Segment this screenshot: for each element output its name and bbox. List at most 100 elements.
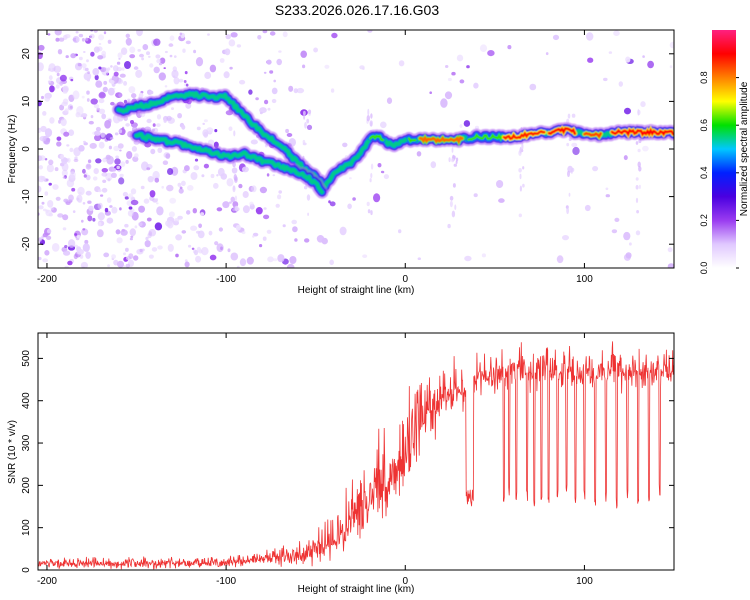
spectrogram-noise-blob: [288, 85, 294, 92]
spectrogram-noise-blob: [51, 243, 60, 252]
spectrogram-noise-blob: [236, 44, 242, 48]
spectrogram-noise-blob: [140, 185, 145, 190]
spectrogram-noise-blob: [79, 56, 83, 61]
spectrogram-noise-blob: [181, 180, 186, 186]
spectrogram-noise-blob: [377, 163, 382, 168]
spectrogram-noise-blob: [667, 263, 674, 268]
spectrogram-noise-blob: [55, 196, 61, 201]
spectrogram-noise-blob: [129, 46, 136, 54]
spectrogram-noise-blob: [473, 193, 478, 198]
spectrogram-noise-blob: [166, 184, 174, 192]
spectrogram-noise-blob: [269, 70, 274, 74]
spectrogram-noise-blob: [642, 55, 645, 58]
spectrogram-noise-blob: [195, 255, 202, 263]
spectrogram-noise-blob: [398, 229, 402, 234]
spectrogram-y-tick-label: -10: [21, 189, 32, 204]
figure-title: S233.2026.026.17.16.G03: [275, 2, 439, 18]
spectrogram-streak: [521, 143, 524, 150]
spectrogram-noise-blob: [216, 174, 219, 177]
spectrogram-noise-blob: [62, 98, 69, 105]
spectrogram-noise-blob: [139, 248, 143, 253]
spectrogram-noise-blob: [125, 37, 132, 46]
spectrogram-noise-blob: [76, 106, 84, 116]
spectrogram-streak: [451, 147, 454, 153]
snr-x-tick-label: 0: [402, 576, 408, 587]
spectrogram-noise-blob: [149, 90, 154, 95]
spectrogram-noise-blob: [262, 30, 268, 34]
spectrogram-noise-blob: [147, 176, 154, 183]
snr-x-ticks: -200 -100 0 100: [37, 333, 593, 587]
spectrogram-noise-blob: [178, 78, 184, 83]
spectrogram-noise-blob: [137, 49, 141, 52]
spectrogram-noise-blob: [98, 92, 106, 99]
spectrogram-noise-blob: [255, 97, 259, 101]
spectrogram-noise-blob: [285, 128, 289, 134]
spectrogram-noise-blob: [42, 258, 49, 263]
spectrogram-noise-blob: [71, 187, 76, 192]
spectrogram-noise-blob: [230, 252, 239, 261]
spectrogram-noise-blob: [150, 148, 156, 155]
spectrogram-noise-blob: [139, 53, 144, 58]
spectrogram-noise-blob: [95, 126, 101, 132]
spectrogram-noise-blob: [83, 51, 86, 53]
spectrogram-noise-blob: [464, 255, 472, 262]
spectrogram-noise-blob: [152, 123, 156, 127]
spectrogram-noise-blob: [179, 32, 183, 36]
spectrogram-noise-blob: [169, 35, 175, 41]
spectrogram-noise-blob: [157, 147, 163, 153]
spectrogram-noise-blob: [89, 142, 97, 149]
spectrogram-noise-blob: [74, 233, 78, 236]
spectrogram-noise-blob: [473, 82, 479, 89]
spectrogram-noise-blob: [82, 202, 86, 205]
snr-y-tick-label: 400: [21, 392, 32, 409]
spectrogram-noise-blob: [85, 190, 92, 196]
snr-y-tick-label: 0: [21, 567, 32, 573]
spectrogram-noise-blob: [296, 87, 305, 94]
spectrogram-noise-blob: [192, 249, 197, 254]
spectrogram-ridges: [112, 86, 674, 199]
spectrogram-noise-blob: [210, 173, 215, 179]
spectrogram-noise-blob: [54, 167, 59, 172]
spectrogram-noise-blob: [349, 177, 352, 180]
spectrogram-noise-blob: [146, 118, 152, 124]
spectrogram-noise-blob: [359, 65, 365, 70]
spectrogram-noise-blob: [277, 254, 285, 263]
snr-x-tick-label: -100: [216, 576, 236, 587]
spectrogram-noise-blob: [111, 168, 117, 172]
spectrogram-noise-blob: [127, 210, 134, 217]
spectrogram-noise-blob: [109, 205, 113, 208]
spectrogram-noise-blob: [133, 255, 139, 261]
spectrogram-noise-blob: [48, 182, 52, 186]
spectrogram-noise-blob: [313, 47, 318, 53]
spectrogram-noise-blob: [82, 243, 90, 252]
spectrogram-noise-blob: [552, 34, 560, 41]
spectrogram-noise-blob: [61, 169, 68, 177]
spectrogram-noise-blob: [207, 33, 210, 36]
spectrogram-noise-blob: [146, 167, 151, 171]
spectrogram-streak: [307, 109, 312, 115]
spectrogram-noise-blob: [669, 65, 673, 69]
spectrogram-noise-blob: [171, 69, 179, 79]
spectrogram-noise-blob: [278, 50, 282, 53]
spectrogram-noise-blob: [177, 182, 182, 187]
spectrogram-streak: [451, 158, 455, 163]
spectrogram-noise-blob: [101, 187, 108, 193]
spectrogram-noise-blob: [263, 71, 267, 74]
spectrogram-noise-blob: [231, 167, 238, 174]
spectrogram-noise-blob: [81, 95, 85, 99]
spectrogram-noise-blob: [47, 200, 54, 208]
spectrogram-noise-blob: [88, 120, 94, 125]
spectrogram-noise-blob: [192, 208, 197, 214]
spectrogram-noise-blob: [72, 90, 80, 100]
spectrogram-noise-blob: [647, 60, 654, 69]
spectrogram-noise-blob: [77, 62, 82, 67]
spectrogram-noise-blob: [429, 91, 433, 94]
spectrogram-noise-blob: [545, 52, 549, 56]
spectrogram-noise-blob: [63, 131, 70, 137]
spectrogram-noise-blob: [141, 57, 145, 61]
spectrogram-noise-blob: [118, 129, 123, 134]
snr-y-tick-label: 200: [21, 477, 32, 494]
snr-x-axis-label: Height of straight line (km): [298, 584, 415, 595]
spectrogram-streak: [370, 163, 374, 170]
spectrogram-noise-blob: [125, 123, 130, 127]
